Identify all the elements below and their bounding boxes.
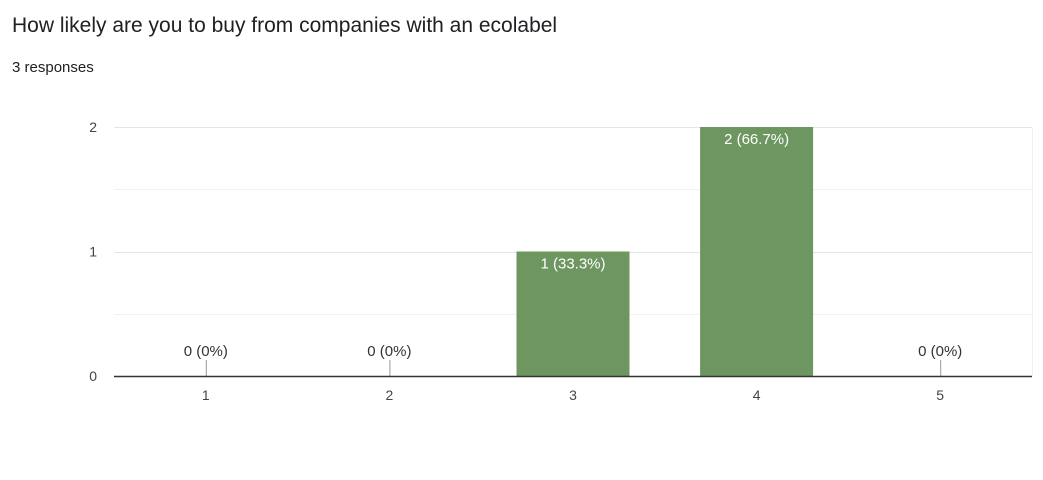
bar-data-label: 0 (0%) (184, 343, 228, 360)
x-tick-label: 5 (936, 387, 944, 403)
response-count: 3 responses (12, 59, 94, 76)
bar (700, 127, 814, 376)
x-tick-label: 1 (202, 387, 210, 403)
y-tick-label: 1 (89, 244, 97, 260)
bar-data-label: 1 (33.3%) (540, 256, 605, 273)
y-tick-label: 2 (89, 119, 97, 135)
y-tick-label: 0 (89, 368, 97, 384)
x-tick-label: 4 (753, 387, 761, 403)
x-tick-label: 3 (569, 387, 577, 403)
x-tick-label: 2 (386, 387, 394, 403)
bars: 0 (0%) 0 (0%) 1 (33.3%) 2 (66.7%) 0 (0%) (184, 127, 962, 376)
y-axis-ticks: 0 1 2 (89, 119, 97, 384)
bar-data-label: 0 (0%) (918, 343, 962, 360)
bar-data-label: 2 (66.7%) (724, 131, 789, 148)
x-axis-ticks: 1 2 3 4 5 (202, 387, 944, 403)
bar-data-label: 0 (0%) (367, 343, 411, 360)
bar (516, 251, 630, 376)
question-title: How likely are you to buy from companies… (12, 14, 558, 37)
